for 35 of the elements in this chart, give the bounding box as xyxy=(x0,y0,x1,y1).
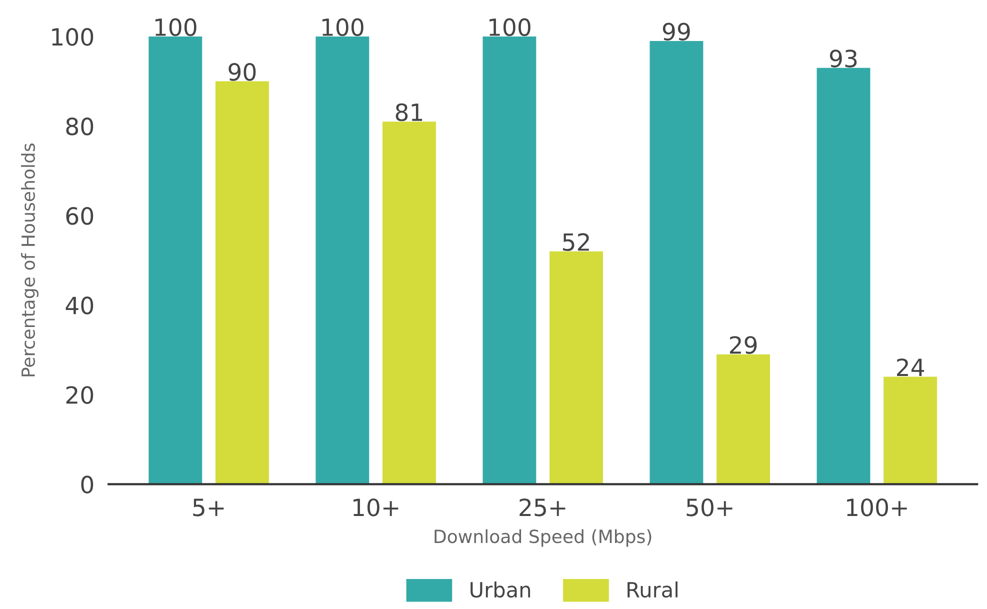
y-tick-label: 40 xyxy=(66,296,94,314)
data-label: 93 xyxy=(830,50,857,68)
y-tick-label: 80 xyxy=(66,118,94,136)
x-tick-label: 25+ xyxy=(520,498,566,516)
bar xyxy=(316,36,370,484)
bar xyxy=(215,81,269,484)
data-label: 29 xyxy=(730,336,757,354)
x-tick-label: 10+ xyxy=(353,498,398,516)
data-label: 81 xyxy=(396,103,422,122)
bar xyxy=(884,376,938,484)
legend-label: Rural xyxy=(628,582,678,598)
bar xyxy=(716,354,770,484)
bar xyxy=(816,68,870,484)
data-label: 100 xyxy=(490,18,530,36)
bar xyxy=(650,41,704,484)
data-label: 100 xyxy=(155,18,196,36)
bar xyxy=(148,36,202,484)
bar xyxy=(382,122,436,484)
legend-label: Urban xyxy=(470,582,530,598)
y-tick-label: 0 xyxy=(81,476,94,494)
y-tick-label: 20 xyxy=(66,386,94,404)
bar xyxy=(550,251,603,484)
y-tick-label: 60 xyxy=(66,207,94,225)
y-tick-label: 100 xyxy=(52,28,94,46)
data-label: 100 xyxy=(322,18,364,36)
data-label: 24 xyxy=(897,358,924,376)
x-tick-label: 5+ xyxy=(193,498,224,516)
x-tick-label: 50+ xyxy=(686,498,732,516)
data-label: 90 xyxy=(228,63,256,81)
x-tick-label: 100+ xyxy=(847,498,907,516)
data-label: 99 xyxy=(662,22,690,41)
data-label: 52 xyxy=(563,233,589,251)
bar xyxy=(482,36,536,484)
x-axis-title: Download Speed (Mbps) xyxy=(434,529,652,547)
y-axis-title: Percentage of Households xyxy=(21,144,38,376)
